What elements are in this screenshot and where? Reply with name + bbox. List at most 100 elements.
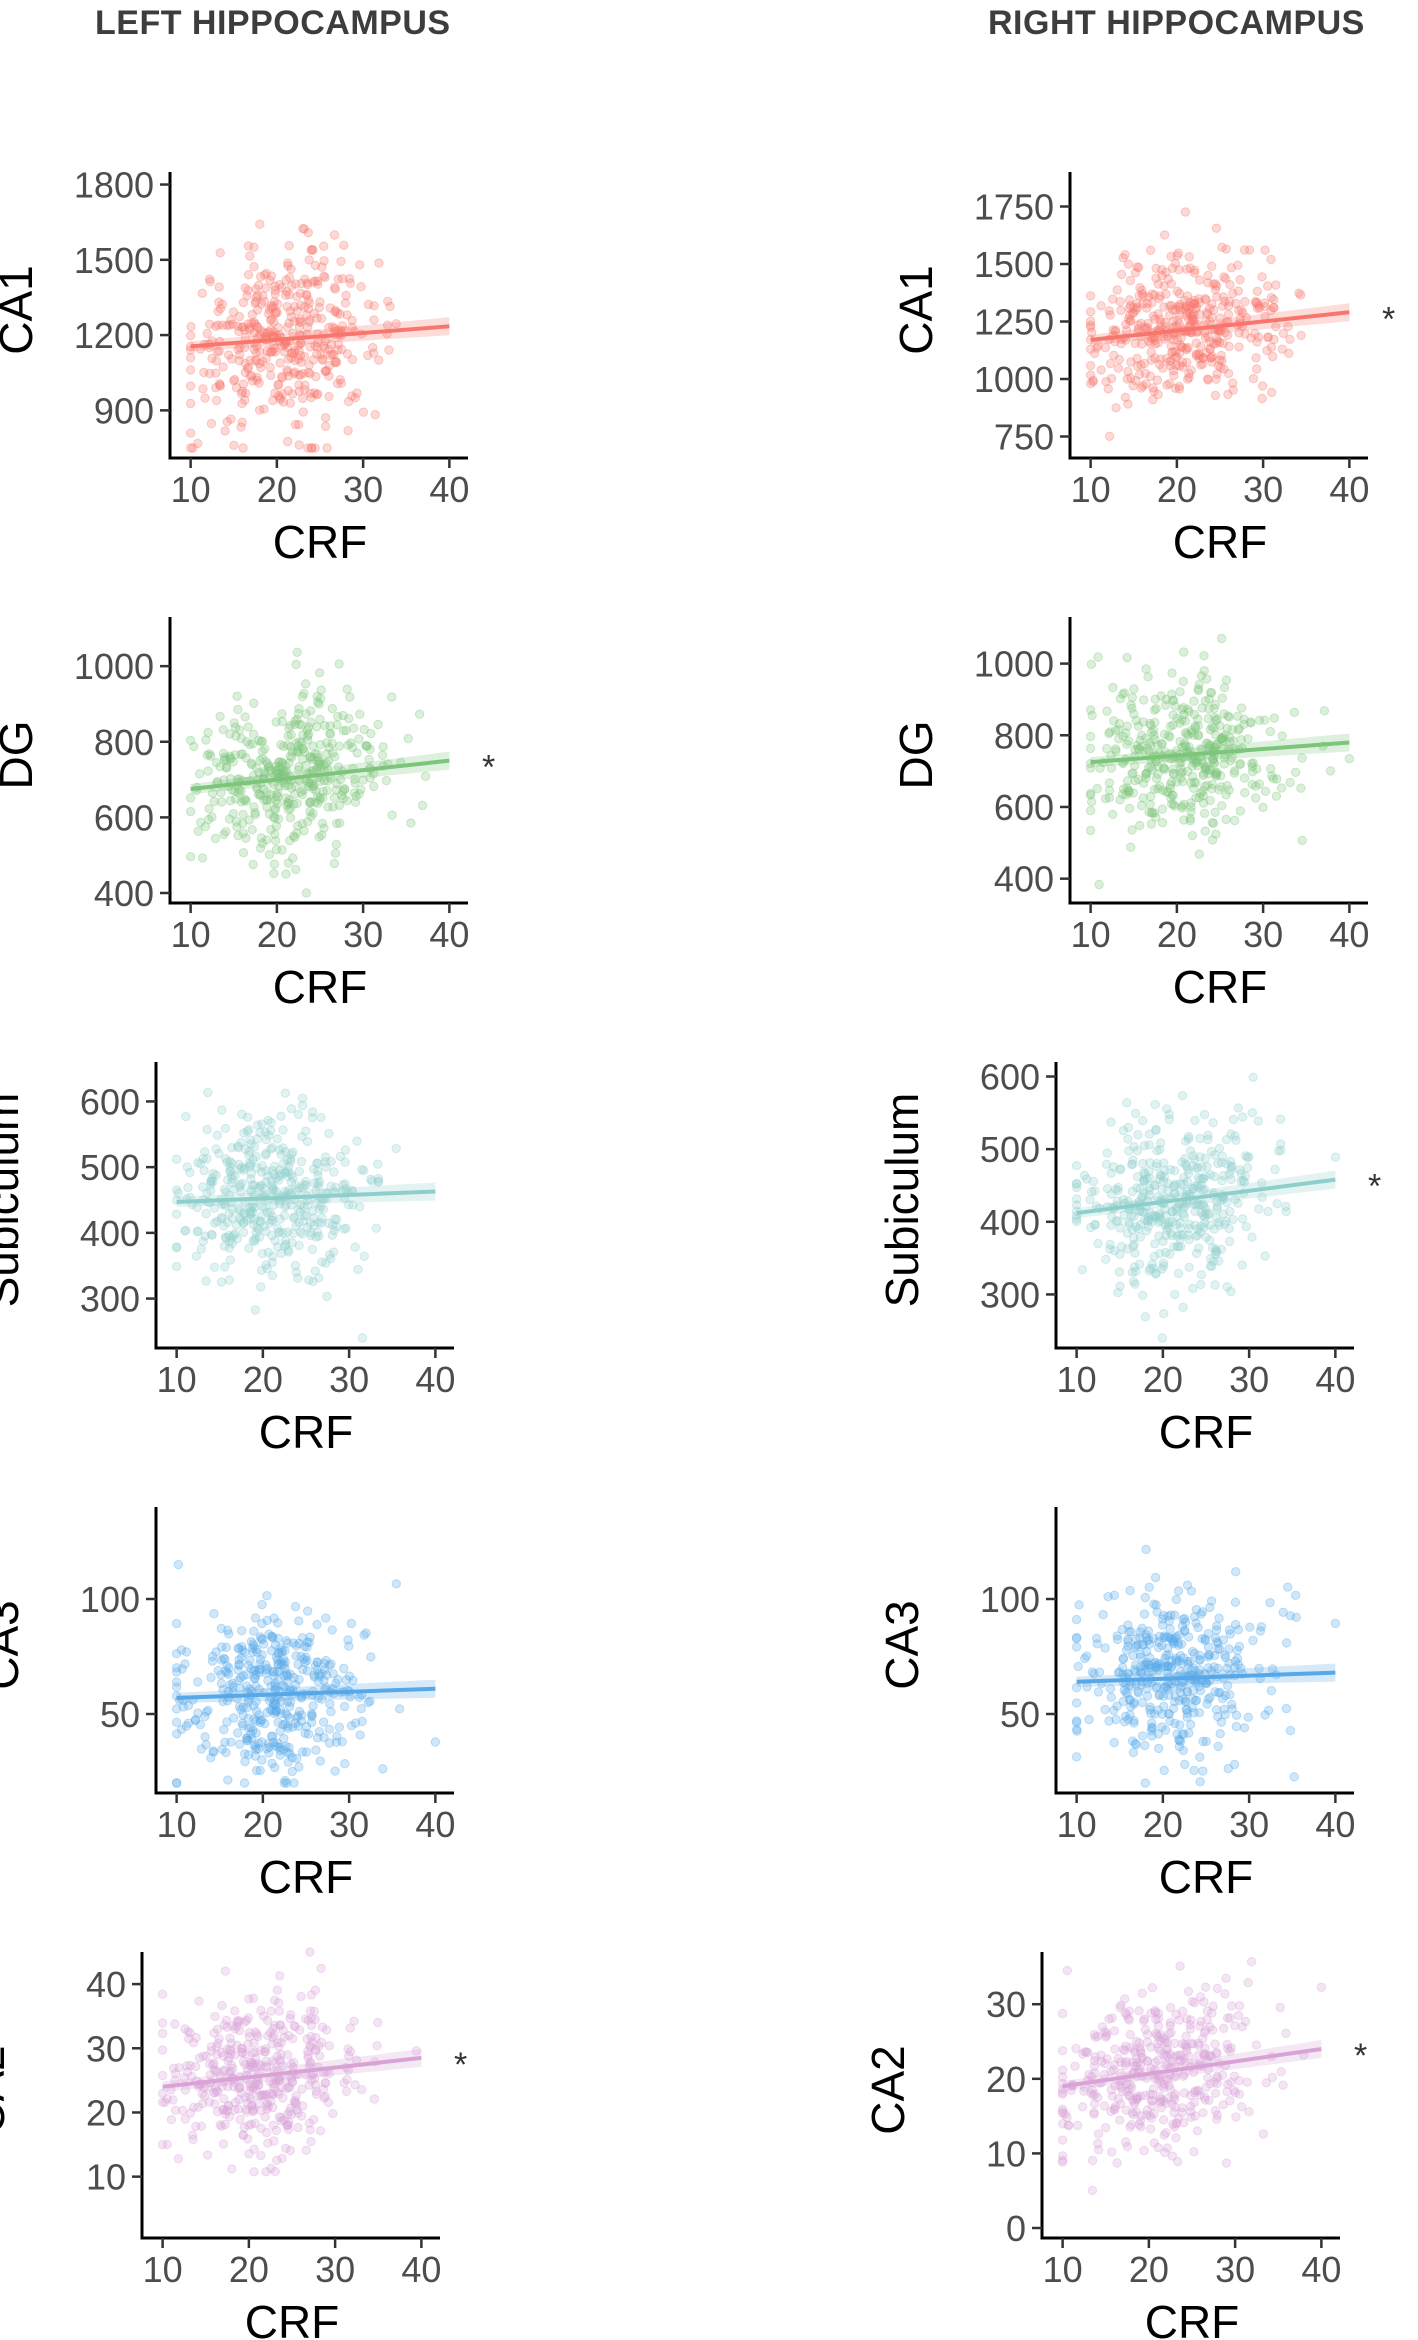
data-point	[251, 1765, 262, 1776]
data-point	[1136, 2122, 1146, 2132]
data-point	[1157, 804, 1168, 814]
data-point	[1224, 712, 1234, 722]
data-point	[250, 1742, 260, 1753]
data-point	[244, 815, 254, 825]
data-point	[361, 741, 371, 751]
data-point	[266, 790, 276, 800]
data-point	[1226, 263, 1237, 273]
data-point	[247, 318, 257, 328]
data-point	[1129, 709, 1139, 719]
data-point	[332, 378, 343, 389]
data-point	[1202, 1699, 1212, 1709]
data-point	[1192, 1695, 1202, 1706]
data-point	[317, 354, 328, 364]
y-axis-title: CA1	[890, 265, 942, 354]
data-point	[1182, 1176, 1193, 1187]
data-point	[265, 794, 276, 805]
data-point	[1120, 392, 1131, 402]
data-point	[312, 756, 323, 766]
data-point	[1116, 269, 1127, 280]
data-point	[292, 714, 302, 725]
data-point	[171, 1618, 182, 1629]
data-point	[1200, 1171, 1211, 1181]
data-point	[284, 273, 295, 283]
data-point	[314, 302, 325, 313]
data-point	[285, 813, 296, 823]
data-point	[213, 2024, 223, 2035]
data-point	[202, 750, 213, 760]
data-point	[308, 277, 319, 287]
x-tick-label: 40	[415, 1804, 455, 1845]
data-point	[294, 386, 304, 396]
data-point	[203, 727, 213, 738]
data-point	[1251, 364, 1262, 374]
y-tick-label: 1500	[74, 240, 154, 281]
data-point	[1198, 791, 1209, 801]
data-point	[1212, 1983, 1223, 1994]
data-point	[1222, 2087, 1232, 2097]
data-point	[1177, 357, 1188, 367]
x-tick-label: 10	[1057, 1804, 1097, 1845]
data-point	[1231, 1710, 1242, 1721]
data-point	[265, 347, 276, 357]
data-point	[1232, 1645, 1242, 1656]
data-point	[1181, 304, 1191, 314]
data-point	[1170, 1697, 1180, 1707]
data-point	[1216, 733, 1227, 744]
data-point	[241, 2015, 252, 2026]
data-point	[233, 704, 243, 715]
data-point	[253, 290, 263, 300]
data-point	[1260, 245, 1270, 255]
data-point	[1269, 334, 1279, 345]
data-point	[368, 342, 378, 353]
data-point	[1275, 1114, 1286, 1124]
data-point	[1085, 316, 1096, 326]
data-point	[1142, 322, 1152, 333]
data-point	[226, 2060, 237, 2070]
data-point	[1210, 1633, 1221, 1643]
data-point	[268, 2089, 278, 2099]
x-axis-title: CRF	[1145, 2296, 1240, 2340]
data-point	[198, 384, 208, 394]
data-point	[305, 796, 316, 807]
data-point	[1220, 296, 1230, 306]
data-point	[1093, 340, 1103, 351]
data-point	[1157, 818, 1168, 828]
data-point	[313, 389, 323, 399]
data-point	[310, 749, 320, 759]
data-point	[262, 346, 272, 356]
data-point	[1088, 377, 1098, 387]
data-point	[1197, 359, 1208, 369]
data-point	[315, 714, 325, 724]
data-point	[1171, 360, 1182, 370]
data-point	[323, 802, 333, 812]
data-point	[1071, 1724, 1082, 1735]
data-point	[1220, 730, 1230, 740]
data-point	[1245, 717, 1256, 727]
data-point	[1141, 379, 1151, 389]
significance-asterisk: *	[454, 2046, 467, 2084]
data-point	[224, 1275, 235, 1285]
data-point	[1128, 768, 1138, 778]
data-point	[1121, 319, 1131, 330]
data-point	[337, 321, 348, 331]
data-point	[294, 746, 304, 757]
data-point	[1118, 784, 1129, 794]
data-point	[1179, 709, 1189, 720]
data-point	[1159, 764, 1170, 775]
data-point	[355, 260, 365, 270]
data-point	[258, 291, 268, 301]
data-point	[1220, 1989, 1230, 1999]
data-point	[259, 767, 269, 777]
data-point	[1267, 771, 1277, 781]
data-point	[299, 351, 310, 362]
data-point	[1089, 348, 1100, 359]
data-point	[344, 713, 354, 724]
data-point	[290, 345, 300, 355]
data-point	[301, 888, 312, 898]
data-point	[322, 1291, 332, 1302]
data-point	[272, 799, 283, 809]
data-point	[1130, 761, 1140, 771]
data-point	[285, 1701, 295, 1712]
data-point	[305, 797, 315, 808]
